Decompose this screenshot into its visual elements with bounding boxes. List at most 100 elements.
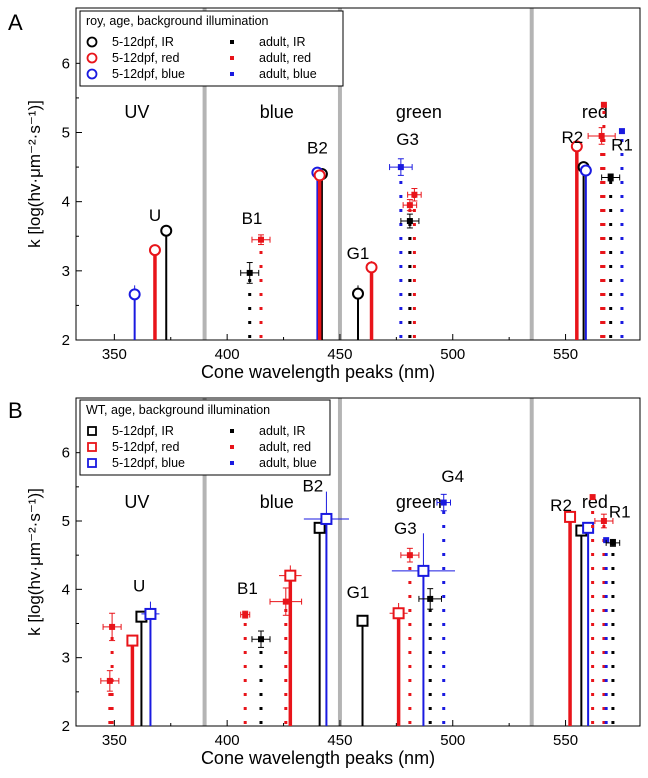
cone-label: G4 <box>441 467 464 486</box>
x-tick-label: 400 <box>215 732 240 749</box>
y-tick-label: 4 <box>62 194 70 211</box>
larva-marker <box>579 164 592 177</box>
x-tick-label: 550 <box>553 346 578 363</box>
y-tick-label: 3 <box>62 263 70 280</box>
cone-label: R1 <box>611 135 633 154</box>
adult-marker <box>282 598 289 605</box>
cone-label: U <box>149 206 161 225</box>
chart-panel-b: B UV blue green red 350 400 450 500 550 2 3 4 5 6 Cone … <box>8 397 641 768</box>
larva-marker <box>126 634 139 647</box>
legend-title: roy, age, background illumination <box>86 14 269 28</box>
larva-marker <box>392 607 405 620</box>
adult-marker <box>257 236 264 243</box>
adult-marker <box>618 128 625 135</box>
legend-marker <box>86 36 98 48</box>
legend-marker <box>86 68 98 80</box>
legend-marker <box>230 40 234 44</box>
x-tick-label: 550 <box>553 732 578 749</box>
y-tick-label: 6 <box>62 55 70 72</box>
legend-entry: 5-12dpf, IR <box>112 424 174 438</box>
legend-entry: adult, blue <box>259 67 317 81</box>
legend-entry: adult, IR <box>259 424 306 438</box>
adult-marker <box>600 101 607 108</box>
adult-marker <box>109 623 116 630</box>
cone-label: B1 <box>237 579 258 598</box>
legend-entry: 5-12dpf, red <box>112 51 179 65</box>
y-tick-label: 3 <box>62 650 70 667</box>
adult-marker <box>609 539 616 546</box>
adult-marker <box>406 202 413 209</box>
y-tick-label: 5 <box>62 125 70 142</box>
y-tick-label: 2 <box>62 332 70 349</box>
y-tick-label: 4 <box>62 581 70 598</box>
legend-marker <box>230 72 234 76</box>
larva-marker <box>313 521 326 534</box>
x-tick-label: 350 <box>102 346 127 363</box>
larva-marker <box>128 288 141 301</box>
x-axis-label: Cone wavelength peaks (nm) <box>201 748 435 768</box>
x-tick-label: 500 <box>440 346 465 363</box>
larva-marker <box>417 564 430 577</box>
cone-label: G1 <box>347 244 370 263</box>
region-label: blue <box>260 102 294 122</box>
adult-marker <box>607 174 614 181</box>
cone-label: B2 <box>307 138 328 157</box>
legend-marker <box>230 429 234 433</box>
legend-entry: adult, red <box>259 51 311 65</box>
region-label: red <box>582 492 608 512</box>
panel-letter: A <box>8 10 23 35</box>
cone-label: R1 <box>609 503 631 522</box>
adult-marker <box>106 677 113 684</box>
legend-box <box>79 399 331 476</box>
legend-marker <box>87 442 97 452</box>
adult-marker <box>246 269 253 276</box>
cone-label: G1 <box>347 583 370 602</box>
larva-marker <box>365 261 378 274</box>
adult-marker <box>411 191 418 198</box>
adult-marker <box>427 595 434 602</box>
cone-label: U <box>133 576 145 595</box>
cone-label: B1 <box>242 209 263 228</box>
adult-marker <box>589 494 596 501</box>
y-tick-label: 6 <box>62 445 70 462</box>
y-tick-label: 2 <box>62 718 70 735</box>
cone-label: G3 <box>394 519 417 538</box>
x-tick-label: 450 <box>327 346 352 363</box>
plot-frame <box>75 397 641 727</box>
adult-marker <box>440 499 447 506</box>
legend-marker <box>230 445 234 449</box>
larva-marker <box>148 244 161 257</box>
panel-letter: B <box>8 398 23 423</box>
cone-label: R2 <box>550 496 572 515</box>
y-axis-label: k [log(hv·μm⁻²·s⁻¹)] <box>25 100 44 248</box>
legend-marker <box>87 458 97 468</box>
legend-entry: 5-12dpf, IR <box>112 35 174 49</box>
adult-marker <box>406 218 413 225</box>
region-label: green <box>396 102 442 122</box>
legend-marker <box>87 426 97 436</box>
legend-box <box>79 10 344 87</box>
larva-marker <box>284 569 297 582</box>
x-tick-label: 450 <box>327 732 352 749</box>
adult-marker <box>397 164 404 171</box>
larva-marker <box>144 607 157 620</box>
larva-marker <box>160 224 173 237</box>
adult-marker <box>242 611 249 618</box>
legend-entry: 5-12dpf, red <box>112 440 179 454</box>
region-label: blue <box>260 492 294 512</box>
larva-marker <box>570 140 583 153</box>
legend-entry: adult, blue <box>259 456 317 470</box>
cone-label: G3 <box>396 130 419 149</box>
larva-marker <box>564 510 577 523</box>
adult-marker <box>257 636 264 643</box>
larva-marker <box>313 169 326 182</box>
x-axis-label: Cone wavelength peaks (nm) <box>201 362 435 382</box>
larva-marker <box>352 287 364 300</box>
legend-entry: 5-12dpf, blue <box>112 67 185 81</box>
y-axis-label: k [log(hv·μm⁻²·s⁻¹)] <box>25 488 44 636</box>
larva-marker <box>320 512 333 525</box>
region-label: UV <box>124 102 149 122</box>
legend-marker <box>86 52 98 64</box>
